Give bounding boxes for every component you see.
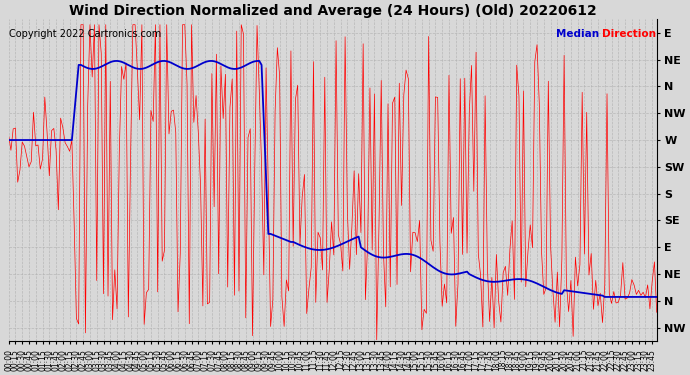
Text: Median: Median <box>556 29 600 39</box>
Title: Wind Direction Normalized and Average (24 Hours) (Old) 20220612: Wind Direction Normalized and Average (2… <box>69 4 597 18</box>
Text: Direction: Direction <box>602 29 656 39</box>
Text: Copyright 2022 Cartronics.com: Copyright 2022 Cartronics.com <box>9 29 161 39</box>
